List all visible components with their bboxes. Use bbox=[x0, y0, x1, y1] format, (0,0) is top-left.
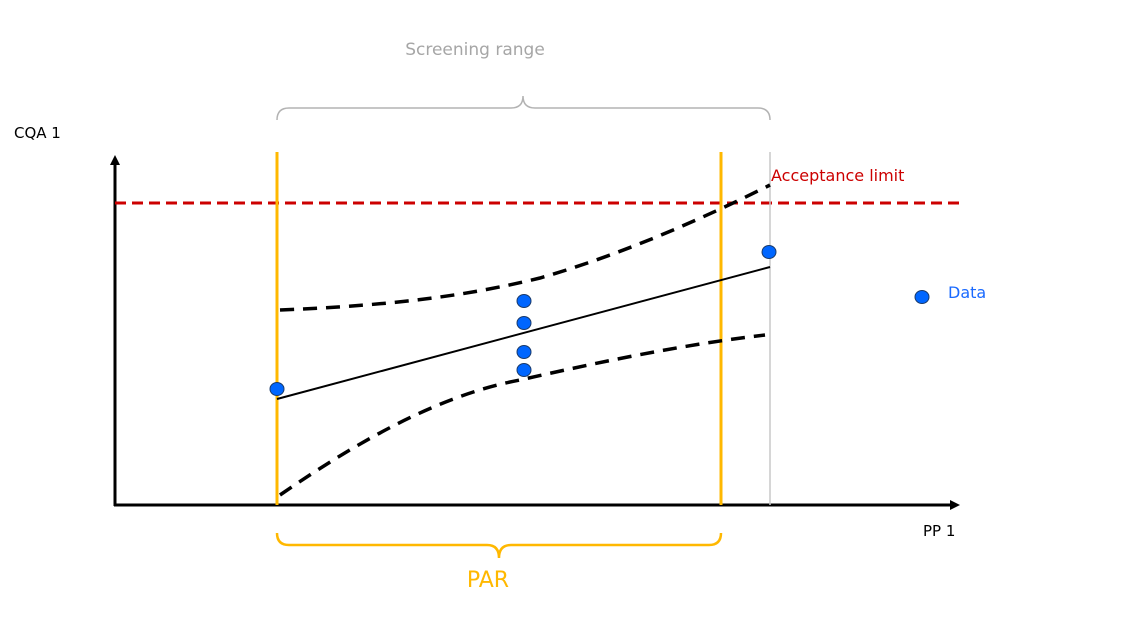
screening-range-brace bbox=[276, 95, 771, 121]
data-point bbox=[761, 245, 777, 259]
par-label: PAR bbox=[467, 568, 509, 593]
data-point bbox=[516, 294, 532, 308]
acceptance-limit-label: Acceptance limit bbox=[771, 166, 904, 185]
data-point bbox=[269, 382, 285, 396]
data-point bbox=[516, 363, 532, 377]
data-point bbox=[516, 345, 532, 359]
data-legend-marker bbox=[914, 290, 930, 304]
data-points bbox=[269, 245, 777, 396]
data-legend-label: Data bbox=[948, 283, 986, 302]
lower-confidence-band bbox=[279, 333, 766, 497]
par-brace bbox=[275, 532, 723, 559]
y-axis-label: CQA 1 bbox=[14, 124, 61, 142]
screening-range-label: Screening range bbox=[405, 40, 545, 60]
upper-confidence-band bbox=[279, 183, 771, 312]
x-axis-label: PP 1 bbox=[923, 522, 955, 540]
data-point bbox=[516, 316, 532, 330]
regression-line bbox=[276, 266, 771, 400]
